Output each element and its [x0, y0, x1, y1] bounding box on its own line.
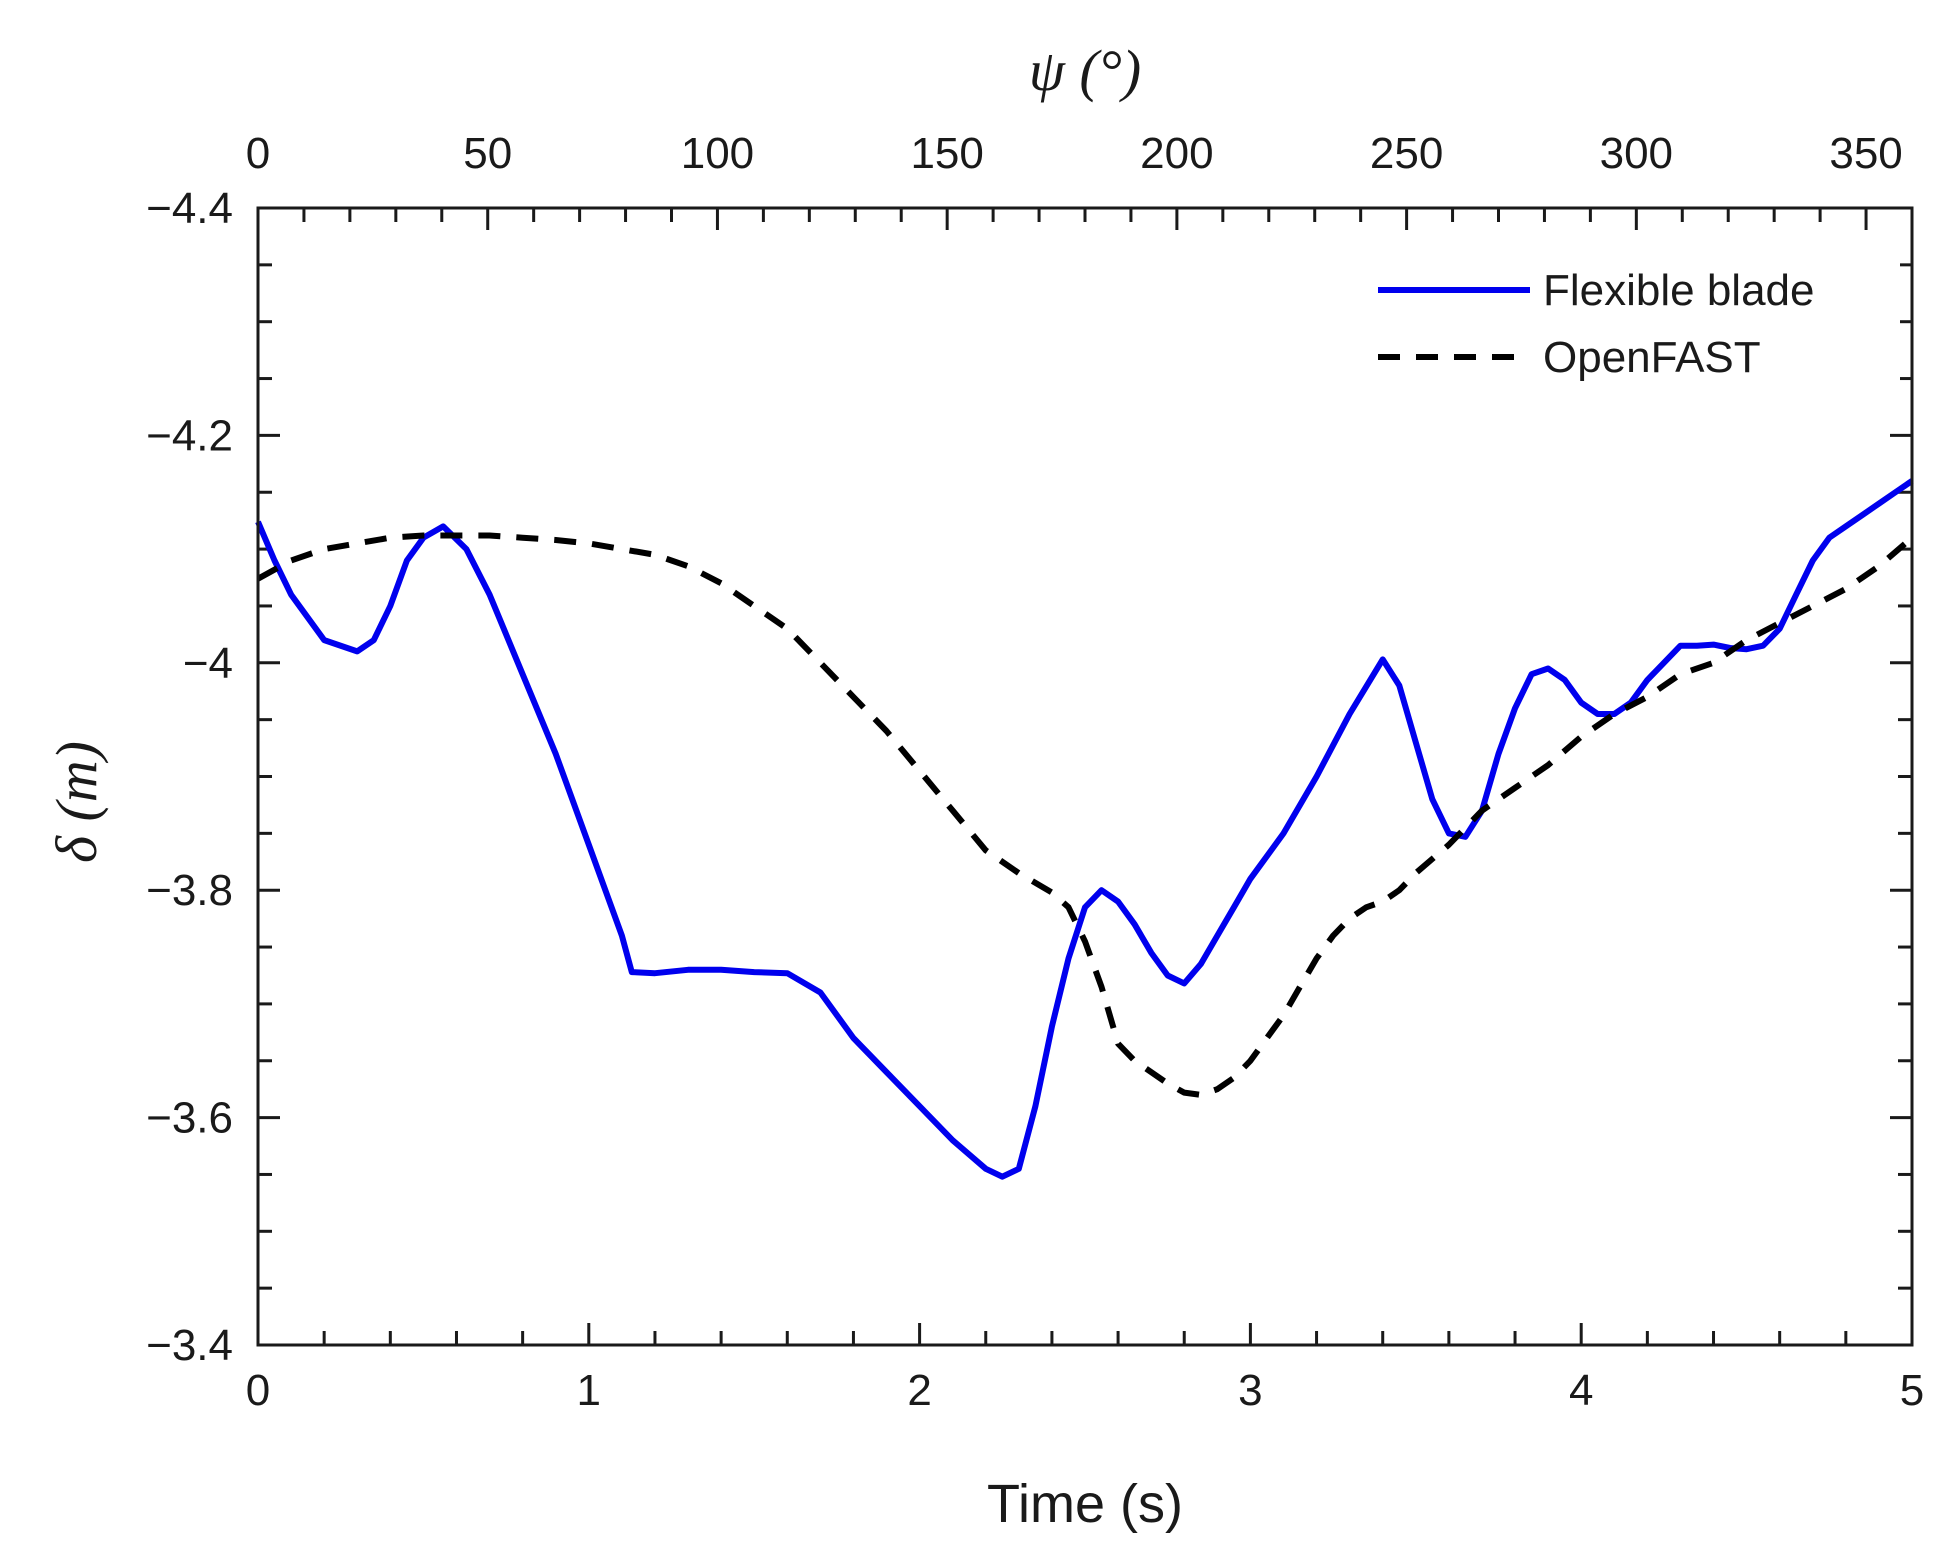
x-tick-label: 3	[1238, 1366, 1262, 1415]
series-line-openfast	[256, 532, 1914, 1098]
x-tick-label: 1	[577, 1366, 601, 1415]
y-tick-label: −3.6	[146, 1094, 233, 1143]
legend: Flexible blade OpenFAST	[1360, 255, 1900, 385]
top-axis-title: ψ (°)	[1029, 38, 1141, 103]
plot-frame	[256, 206, 1914, 1347]
x2-tick-label: 50	[463, 129, 512, 178]
x2-tick-label: 0	[246, 129, 270, 178]
y-tick-label: −3.4	[146, 1321, 233, 1370]
x2-tick-label: 100	[681, 129, 754, 178]
x-tick-label: 2	[907, 1366, 931, 1415]
y-tick-label: −4.4	[146, 184, 233, 233]
x2-tick-label: 200	[1140, 129, 1213, 178]
y-axis-title: δ (m)	[44, 741, 109, 863]
legend-label-flexible-blade: Flexible blade	[1543, 266, 1815, 315]
series-line-flexible-blade	[255, 478, 1914, 1180]
x-axis-title: Time (s)	[987, 1474, 1183, 1534]
y-tick-label: −4.2	[146, 411, 233, 460]
legend-box	[1360, 255, 1900, 385]
x2-tick-label: 150	[910, 129, 983, 178]
x-tick-label: 0	[246, 1366, 270, 1415]
series-layer	[255, 478, 1914, 1180]
tick-labels: 0 1 2 3 4 50 50 100 150 200 250 300 350−4.4−4.2−4−3.…	[146, 129, 1924, 1415]
x2-tick-label: 300	[1600, 129, 1673, 178]
x-tick-label: 4	[1569, 1366, 1593, 1415]
x2-tick-label: 250	[1370, 129, 1443, 178]
legend-label-openfast: OpenFAST	[1543, 333, 1761, 382]
x-tick-label: 5	[1900, 1366, 1924, 1415]
y-tick-label: −3.8	[146, 866, 233, 915]
y-tick-label: −4	[183, 639, 233, 688]
x2-tick-label: 350	[1829, 129, 1902, 178]
